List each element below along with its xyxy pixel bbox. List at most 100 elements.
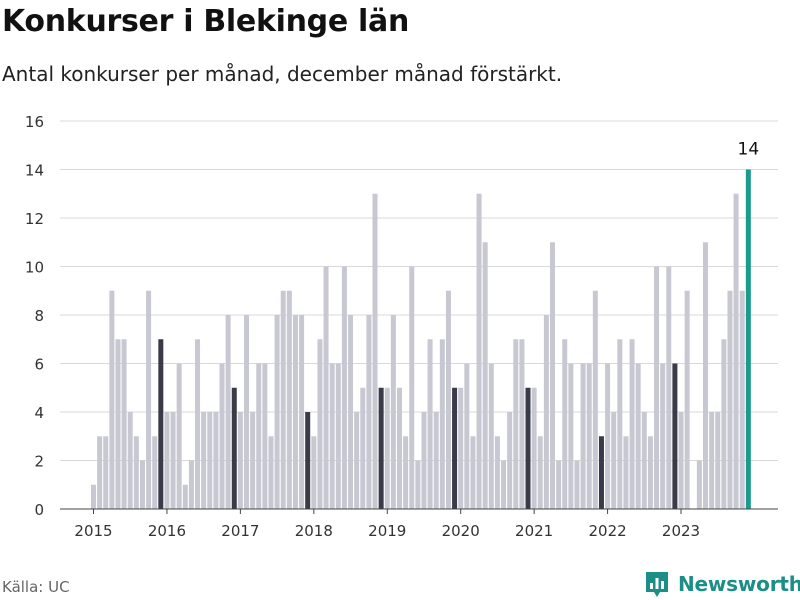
x-tick-label: 2021 [515, 522, 553, 540]
x-tick-label: 2016 [148, 522, 186, 540]
x-tick-label: 2019 [368, 522, 406, 540]
bar [366, 315, 372, 509]
bar [556, 460, 562, 509]
bar [139, 460, 145, 509]
bar [225, 315, 231, 509]
bar [470, 436, 476, 509]
bar [611, 412, 617, 509]
bar [262, 363, 268, 509]
x-tick-label: 2023 [662, 522, 700, 540]
bar [299, 315, 305, 509]
bar [703, 242, 708, 509]
bar [452, 387, 458, 509]
bar [537, 436, 543, 509]
y-tick-label: 6 [34, 356, 44, 374]
y-tick-label: 4 [34, 404, 44, 422]
bar [513, 339, 519, 509]
bar [188, 460, 194, 509]
bar [201, 412, 207, 509]
bar [305, 412, 311, 509]
bar [666, 266, 672, 509]
y-tick-label: 2 [34, 453, 44, 471]
x-tick-label: 2018 [295, 522, 333, 540]
brand-name: Newsworthy [678, 572, 800, 596]
bar [103, 436, 109, 509]
bar [323, 266, 329, 509]
bar [397, 387, 402, 509]
bar [733, 193, 739, 509]
bar [464, 363, 470, 509]
bar [244, 315, 249, 509]
bar [629, 339, 635, 509]
bar [127, 412, 133, 509]
bar [605, 363, 611, 509]
page-subtitle: Antal konkurser per månad, december måna… [2, 62, 563, 86]
bar [415, 460, 421, 509]
bar [623, 436, 629, 509]
bar [274, 315, 280, 509]
bar [745, 169, 751, 509]
bar [684, 290, 690, 509]
bar [727, 290, 733, 509]
y-tick-label: 8 [34, 307, 44, 325]
bar [341, 266, 347, 509]
x-tick-label: 2015 [74, 522, 112, 540]
bar [598, 436, 604, 509]
bar [97, 436, 103, 509]
bar [482, 242, 488, 509]
bar [195, 339, 201, 509]
source-label: Källa: UC [2, 578, 70, 596]
bar [146, 290, 152, 509]
bar [531, 387, 537, 509]
bar [317, 339, 323, 509]
bar [372, 193, 378, 509]
bar [207, 412, 213, 509]
bar-chart-logo-icon [646, 572, 668, 597]
bar [592, 290, 598, 509]
bar [378, 387, 384, 509]
bar [403, 436, 409, 509]
bar [439, 339, 445, 509]
bar [617, 339, 623, 509]
bar [580, 363, 586, 509]
bar [654, 266, 660, 509]
bar [635, 363, 641, 509]
bar [458, 387, 464, 509]
bar [348, 315, 354, 509]
bar [219, 363, 225, 509]
page-title: Konkurser i Blekinge län [2, 4, 409, 39]
bar [488, 363, 494, 509]
x-tick-label: 2020 [442, 522, 480, 540]
bar [280, 290, 286, 509]
bar [507, 412, 513, 509]
bar [525, 387, 531, 509]
bar [641, 412, 647, 509]
bar [250, 412, 256, 509]
data-label: 14 [738, 140, 760, 160]
bar [292, 315, 298, 509]
bar [562, 339, 568, 509]
bar [237, 412, 243, 509]
bar [384, 387, 390, 509]
y-tick-label: 0 [34, 501, 44, 519]
bar [329, 363, 335, 509]
bar [427, 339, 433, 509]
bar [678, 412, 684, 509]
bar [231, 387, 237, 509]
y-tick-label: 10 [25, 259, 44, 277]
bar [568, 363, 574, 509]
bar [256, 363, 262, 509]
bar [311, 436, 317, 509]
bar [660, 363, 666, 509]
bar [709, 412, 715, 509]
bar [494, 436, 500, 509]
bar [433, 412, 439, 509]
y-tick-label: 12 [25, 210, 44, 228]
bar [354, 412, 360, 509]
bar [672, 363, 678, 509]
bar [121, 339, 127, 509]
bar [176, 363, 182, 509]
bar [647, 436, 653, 509]
bar [91, 484, 96, 509]
